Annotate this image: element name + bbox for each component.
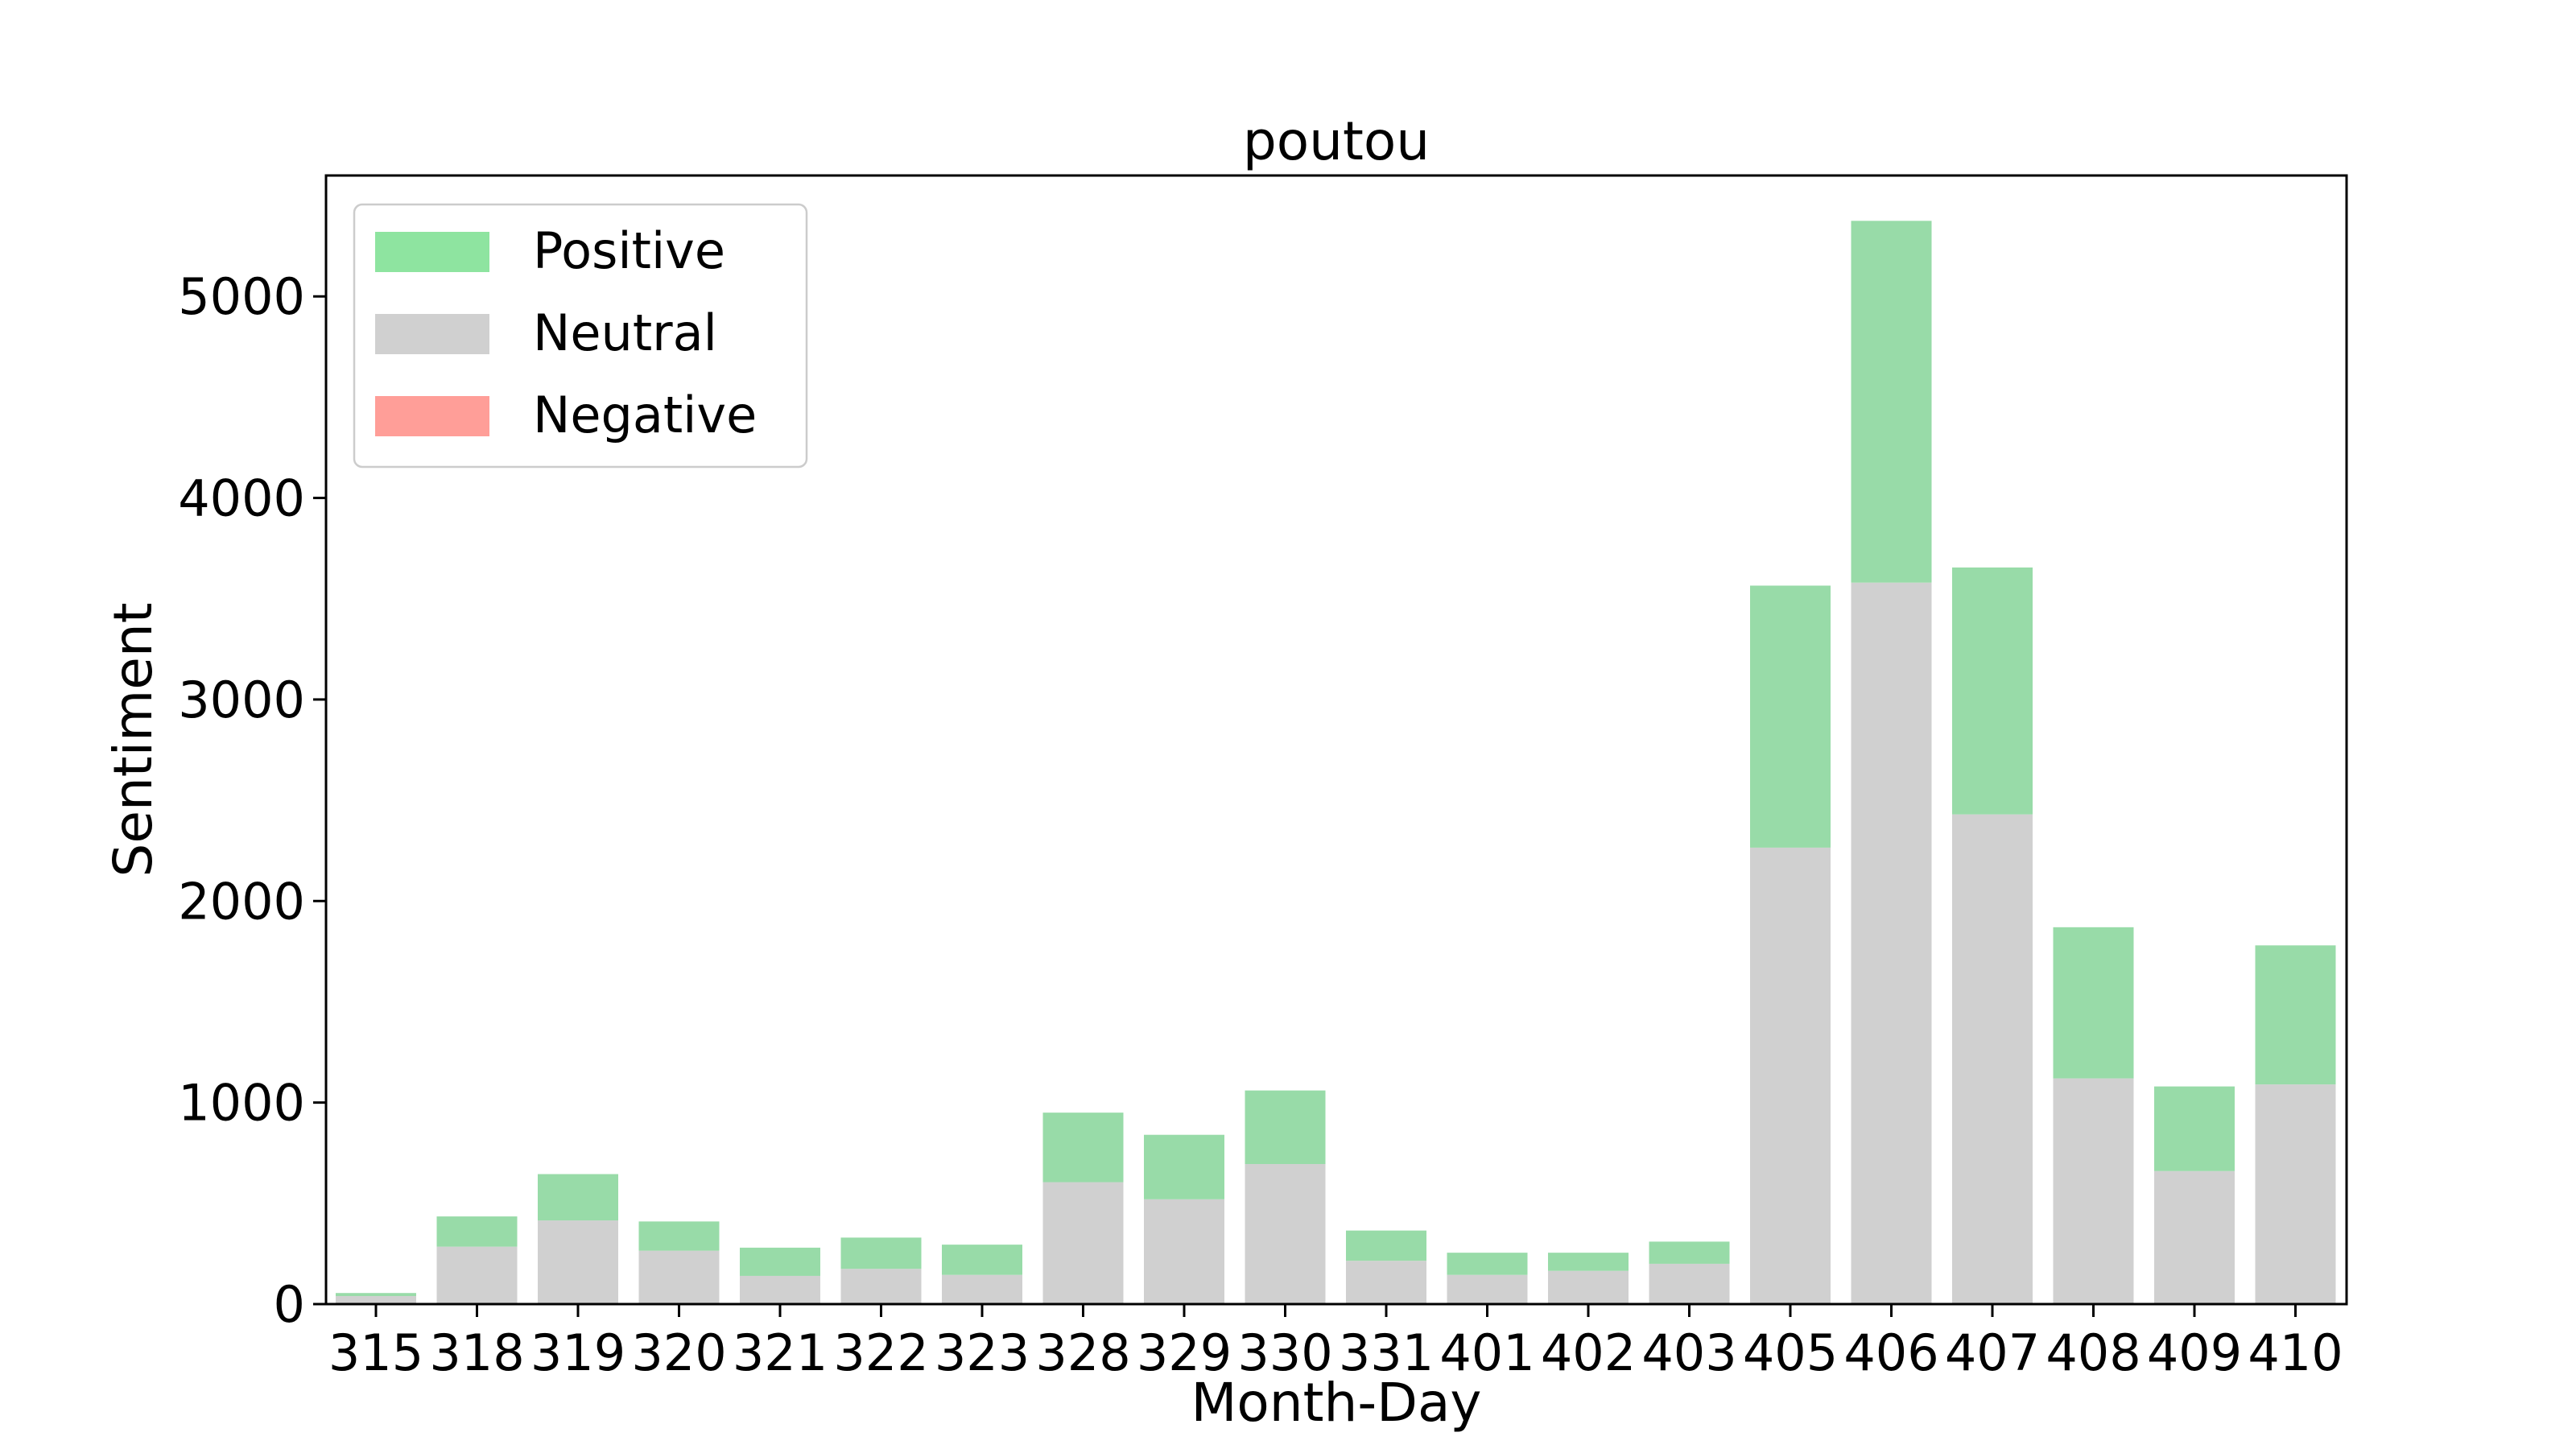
bar-neutral-315	[336, 1295, 416, 1304]
x-tick-label: 330	[1237, 1323, 1332, 1382]
bar-neutral-402	[1548, 1270, 1629, 1304]
bar-neutral-322	[840, 1269, 922, 1304]
y-tick-label: 1000	[178, 1074, 305, 1133]
plot-frame	[324, 174, 2348, 1306]
legend-label-negative: Negative	[533, 386, 757, 444]
y-tick-label: 3000	[178, 671, 305, 729]
bar-positive-315	[336, 1293, 416, 1296]
y-tick-label: 0	[274, 1275, 305, 1334]
bar-positive-401	[1447, 1253, 1528, 1275]
bar-neutral-320	[638, 1250, 720, 1304]
x-axis-label: Month-Day	[1191, 1372, 1481, 1434]
bar-positive-322	[840, 1237, 922, 1269]
bar-neutral-330	[1245, 1164, 1326, 1304]
y-axis: 0 1000 2000 3000 4000 5000	[178, 267, 326, 1334]
bar-neutral-401	[1447, 1274, 1528, 1304]
bar-neutral-319	[538, 1220, 618, 1304]
bar-neutral-328	[1042, 1182, 1124, 1304]
bar-neutral-331	[1346, 1261, 1426, 1304]
x-tick-label: 410	[2248, 1323, 2343, 1382]
y-tick-label: 2000	[178, 872, 305, 931]
bar-positive-405	[1750, 585, 1831, 848]
x-tick-label: 323	[935, 1323, 1030, 1382]
legend-label-neutral: Neutral	[533, 303, 717, 362]
x-tick-label: 322	[833, 1323, 928, 1382]
x-axis: 315 318 319 320 321 322 323 328 329 330 331 401 402 4…	[328, 1304, 2343, 1382]
x-tick-label: 328	[1035, 1323, 1130, 1382]
x-tick-label: 319	[530, 1323, 625, 1382]
x-tick-label: 320	[631, 1323, 726, 1382]
legend-swatch-negative	[375, 396, 489, 436]
bar-neutral-321	[740, 1275, 820, 1304]
y-axis-label: Sentiment	[102, 602, 164, 877]
bar-positive-328	[1042, 1113, 1124, 1183]
x-tick-label: 315	[328, 1323, 423, 1382]
bar-positive-403	[1649, 1241, 1730, 1264]
bar-neutral-403	[1649, 1263, 1730, 1304]
bar-neutral-409	[2154, 1170, 2235, 1304]
x-tick-label: 318	[429, 1323, 524, 1382]
bar-positive-329	[1144, 1134, 1224, 1199]
bar-neutral-405	[1750, 847, 1831, 1304]
x-tick-label: 331	[1339, 1323, 1434, 1382]
x-tick-label: 402	[1541, 1323, 1636, 1382]
bar-positive-323	[942, 1245, 1022, 1275]
x-tick-label: 408	[2046, 1323, 2140, 1382]
y-tick-label: 4000	[178, 469, 305, 528]
chart-title: poutou	[1243, 110, 1430, 172]
legend: Positive Neutral Negative	[353, 203, 808, 469]
bar-neutral-408	[2053, 1078, 2134, 1304]
bar-positive-407	[1952, 567, 2033, 815]
x-tick-label: 405	[1743, 1323, 1838, 1382]
bar-positive-318	[436, 1216, 518, 1247]
bar-positive-319	[538, 1174, 618, 1221]
legend-swatch-neutral	[375, 314, 489, 354]
bar-neutral-407	[1952, 814, 2033, 1304]
bar-positive-320	[638, 1221, 720, 1251]
bar-neutral-318	[436, 1246, 518, 1304]
bar-positive-321	[740, 1247, 820, 1276]
x-tick-label: 401	[1439, 1323, 1534, 1382]
bar-positive-409	[2154, 1086, 2235, 1171]
legend-label-positive: Positive	[533, 221, 725, 280]
bar-neutral-406	[1851, 582, 1932, 1304]
bar-neutral-410	[2255, 1084, 2336, 1304]
bar-positive-330	[1245, 1090, 1326, 1165]
legend-swatch-positive	[375, 232, 489, 272]
y-tick-label: 5000	[178, 267, 305, 326]
bar-neutral-323	[942, 1274, 1022, 1304]
x-tick-label: 403	[1641, 1323, 1736, 1382]
x-tick-label: 321	[733, 1323, 828, 1382]
bar-positive-408	[2053, 927, 2134, 1079]
bars-layer	[336, 221, 2336, 1304]
bar-positive-410	[2255, 945, 2336, 1085]
x-tick-label: 406	[1843, 1323, 1938, 1382]
bar-positive-402	[1548, 1253, 1629, 1271]
x-tick-label: 329	[1137, 1323, 1232, 1382]
bar-positive-331	[1346, 1230, 1426, 1261]
bar-neutral-329	[1144, 1199, 1224, 1304]
x-tick-label: 409	[2147, 1323, 2242, 1382]
x-tick-label: 407	[1945, 1323, 2040, 1382]
bar-positive-406	[1851, 221, 1932, 583]
